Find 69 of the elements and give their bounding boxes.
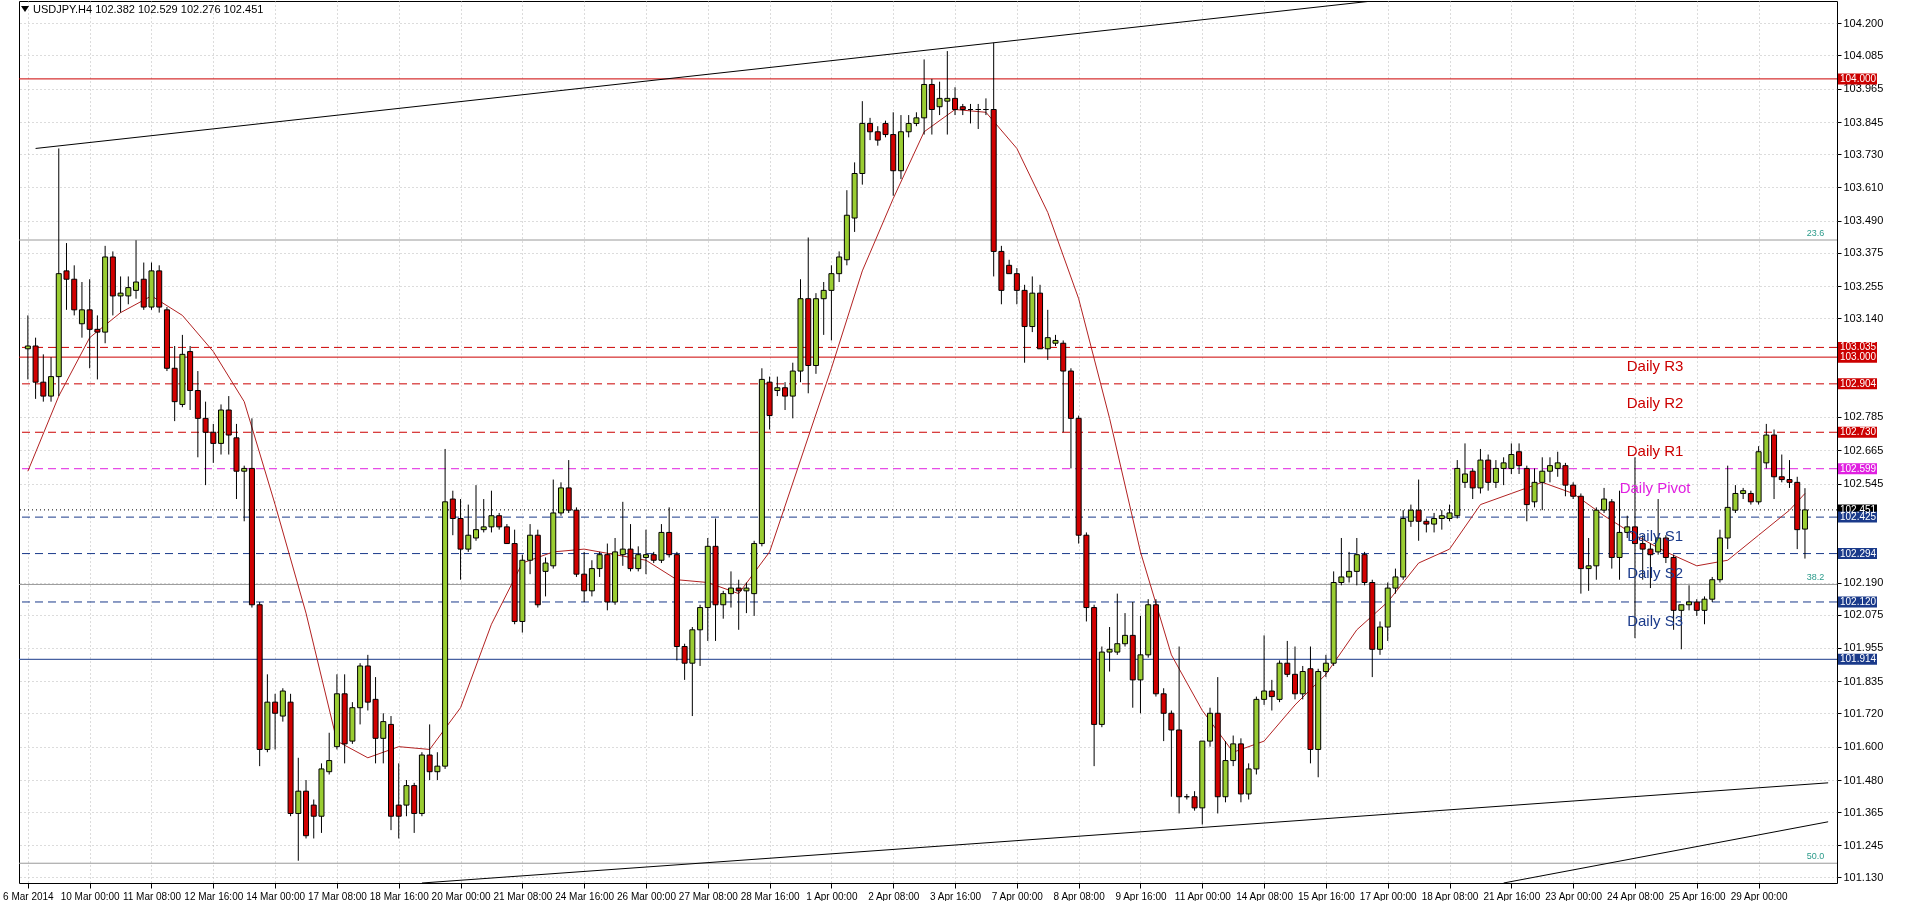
y-tick-label: 103.610 <box>1843 180 1884 193</box>
x-tick-label: 24 Mar 16:00 <box>555 890 615 902</box>
x-tick-label: 3 Apr 16:00 <box>929 890 982 902</box>
chart-title: USDJPY.H4 102.382 102.529 102.276 102.451 <box>33 3 264 15</box>
y-tick-label: 103.140 <box>1843 311 1884 324</box>
annotation: 38.2 <box>1806 572 1825 583</box>
y-tick-label: 102.075 <box>1843 608 1884 620</box>
ref-line-label: 103.035 <box>1840 341 1877 353</box>
ref-line-label: 102.904 <box>1840 377 1877 389</box>
y-tick-label: 103.845 <box>1843 115 1884 128</box>
y-tick-label: 101.600 <box>1843 740 1884 753</box>
x-tick-label: 27 Mar 08:00 <box>678 890 739 902</box>
y-tick-label: 104.085 <box>1843 48 1884 61</box>
y-tick-label: 102.190 <box>1843 576 1884 589</box>
y-tick-label: 101.835 <box>1843 674 1884 687</box>
x-tick-label: 8 Apr 08:00 <box>1053 890 1106 902</box>
x-tick-label: 12 Mar 16:00 <box>184 890 244 902</box>
y-tick-label: 102.545 <box>1843 477 1884 490</box>
ref-line-label: 103.000 <box>1840 351 1877 363</box>
x-tick-label: 18 Apr 08:00 <box>1421 890 1479 902</box>
x-tick-label: 9 Apr 16:00 <box>1115 890 1167 902</box>
ref-line-label: 102.294 <box>1840 547 1877 559</box>
x-tick-label: 28 Mar 16:00 <box>740 890 800 902</box>
x-tick-label: 14 Mar 00:00 <box>246 890 306 902</box>
y-tick-label: 103.965 <box>1843 82 1884 95</box>
y-tick-label: 103.490 <box>1843 214 1884 227</box>
ref-line-label: 102.599 <box>1840 462 1877 474</box>
annotation: 50.0 <box>1806 851 1825 862</box>
x-tick-label: 17 Mar 08:00 <box>307 890 368 902</box>
y-tick-label: 104.200 <box>1843 16 1884 29</box>
annotation: Daily R2 <box>1626 393 1684 411</box>
x-tick-label: 10 Mar 00:00 <box>60 890 121 902</box>
x-tick-label: 11 Apr 00:00 <box>1174 890 1232 902</box>
y-tick-label: 101.130 <box>1843 870 1884 883</box>
ref-line-label: 101.914 <box>1840 653 1877 665</box>
y-tick-label: 102.665 <box>1843 443 1884 456</box>
y-tick-label: 101.480 <box>1843 773 1884 786</box>
y-tick-label: 103.255 <box>1843 279 1884 292</box>
x-tick-label: 6 Mar 2014 <box>3 890 55 902</box>
annotation: Daily R3 <box>1626 357 1684 375</box>
x-tick-label: 26 Mar 00:00 <box>617 890 677 902</box>
x-tick-label: 7 Apr 00:00 <box>991 890 1044 902</box>
y-tick-label: 101.365 <box>1843 805 1884 818</box>
y-tick-label: 101.245 <box>1843 838 1884 851</box>
x-tick-label: 23 Apr 00:00 <box>1545 890 1603 902</box>
x-tick-label: 1 Apr 00:00 <box>806 890 858 902</box>
annotation: 23.6 <box>1806 228 1825 238</box>
x-tick-label: 21 Apr 16:00 <box>1483 890 1541 902</box>
x-tick-label: 15 Apr 16:00 <box>1298 890 1356 902</box>
x-tick-label: 18 Mar 16:00 <box>369 890 430 902</box>
x-tick-label: 11 Mar 08:00 <box>122 890 182 902</box>
x-tick-label: 2 Apr 08:00 <box>868 890 920 902</box>
y-tick-label: 103.375 <box>1843 246 1884 259</box>
y-tick-label: 103.730 <box>1843 147 1884 160</box>
ref-line-label: 102.425 <box>1840 511 1877 523</box>
y-tick-label: 101.720 <box>1843 706 1884 719</box>
ref-line-label: 102.730 <box>1840 426 1877 438</box>
x-tick-label: 14 Apr 08:00 <box>1236 890 1294 902</box>
x-tick-label: 25 Apr 16:00 <box>1668 890 1727 902</box>
x-tick-label: 21 Mar 08:00 <box>493 890 553 902</box>
y-tick-label: 101.955 <box>1843 641 1884 654</box>
x-tick-label: 17 Apr 00:00 <box>1359 890 1418 902</box>
y-tick-label: 102.785 <box>1843 410 1884 423</box>
x-tick-label: 29 Apr 00:00 <box>1730 890 1788 902</box>
ref-line-label: 104.000 <box>1840 72 1877 84</box>
x-tick-label: 24 Apr 08:00 <box>1607 890 1665 902</box>
x-tick-label: 20 Mar 00:00 <box>431 890 491 902</box>
annotation: Daily R1 <box>1626 442 1684 460</box>
ref-line-label: 102.120 <box>1840 595 1877 607</box>
